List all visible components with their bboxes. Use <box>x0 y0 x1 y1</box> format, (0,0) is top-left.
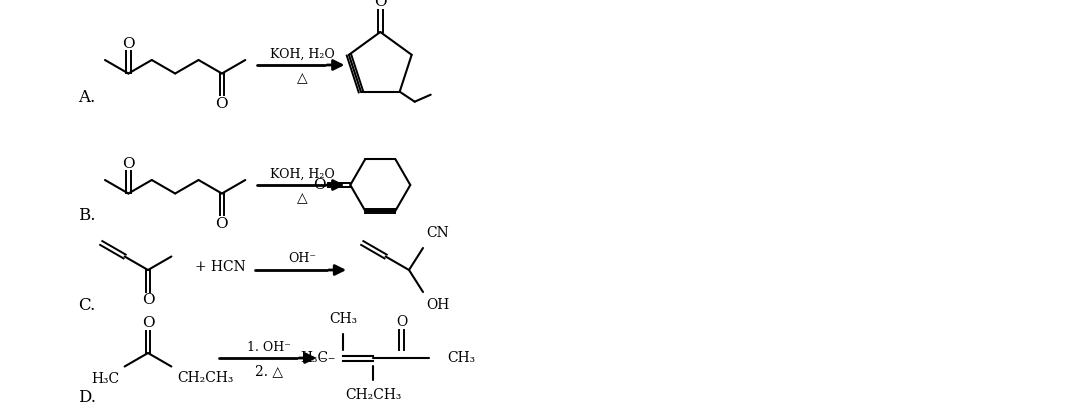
Text: CH₃: CH₃ <box>447 351 475 365</box>
Text: H₃C–: H₃C– <box>301 351 335 365</box>
Text: CH₂CH₃: CH₂CH₃ <box>345 388 401 402</box>
Text: OH⁻: OH⁻ <box>288 252 316 266</box>
Text: A.: A. <box>78 88 95 105</box>
Text: OH: OH <box>426 298 449 312</box>
Text: O: O <box>374 0 386 9</box>
Text: O: O <box>396 315 407 329</box>
Text: KOH, H₂O: KOH, H₂O <box>269 47 334 61</box>
Text: O: O <box>215 217 228 230</box>
Text: O: O <box>215 97 228 110</box>
Text: KOH, H₂O: KOH, H₂O <box>269 168 334 181</box>
Text: C.: C. <box>78 296 95 313</box>
Text: O: O <box>142 293 155 307</box>
Text: + HCN: + HCN <box>195 260 246 274</box>
Text: –: – <box>320 351 327 365</box>
Text: D.: D. <box>78 388 96 405</box>
Text: B.: B. <box>78 207 95 224</box>
Text: 1. OH⁻: 1. OH⁻ <box>248 340 291 354</box>
Text: CH₃: CH₃ <box>329 312 357 326</box>
Text: O: O <box>313 178 326 192</box>
Text: 2. △: 2. △ <box>255 364 283 378</box>
Text: △: △ <box>296 191 307 205</box>
Text: O: O <box>122 156 134 171</box>
Text: CH₂CH₃: CH₂CH₃ <box>177 371 234 385</box>
Text: △: △ <box>296 71 307 85</box>
Text: CN: CN <box>426 226 449 240</box>
Text: O: O <box>122 37 134 51</box>
Text: O: O <box>142 316 155 330</box>
Text: H₃C: H₃C <box>92 371 120 386</box>
